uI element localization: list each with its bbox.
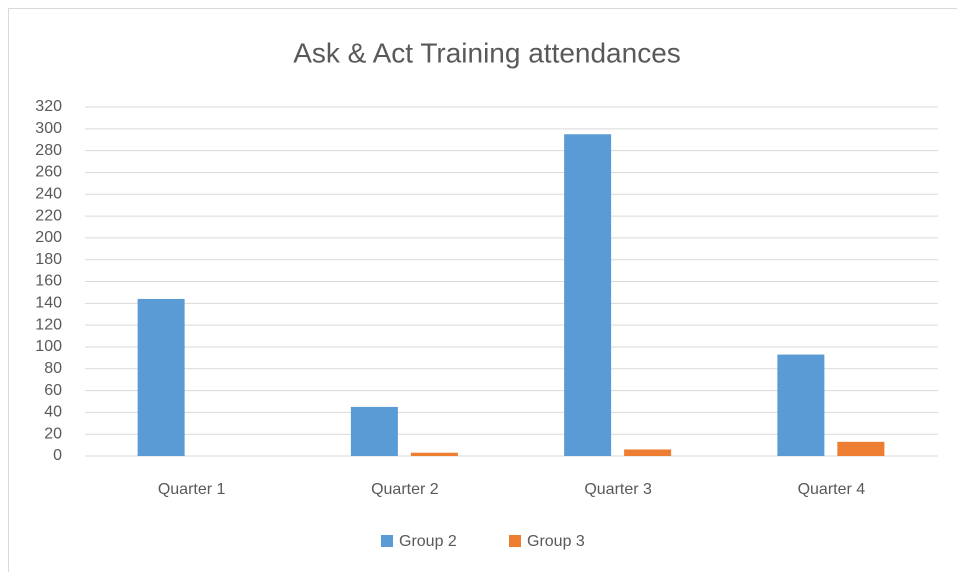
bar <box>777 354 825 456</box>
y-tick-label: 100 <box>35 338 62 355</box>
bar <box>564 134 612 456</box>
y-tick-label: 300 <box>35 120 62 137</box>
bar <box>837 441 885 456</box>
x-tick-label: Quarter 3 <box>584 481 652 498</box>
legend-label: Group 2 <box>399 533 457 550</box>
x-tick-label: Quarter 4 <box>798 481 866 498</box>
y-tick-label: 220 <box>35 207 62 224</box>
y-tick-label: 40 <box>44 404 62 421</box>
y-tick-label: 240 <box>35 185 62 202</box>
bar <box>137 298 185 456</box>
legend-swatch <box>381 535 393 547</box>
legend-swatch <box>509 535 521 547</box>
bar <box>624 449 672 456</box>
x-tick-label: Quarter 1 <box>158 481 226 498</box>
y-tick-label: 200 <box>35 229 62 246</box>
y-tick-label: 320 <box>35 98 62 115</box>
y-tick-label: 140 <box>35 295 62 312</box>
y-tick-label: 280 <box>35 142 62 159</box>
y-tick-label: 160 <box>35 273 62 290</box>
bar <box>350 406 398 456</box>
legend-label: Group 3 <box>527 533 585 550</box>
x-tick-label: Quarter 2 <box>371 481 439 498</box>
y-tick-label: 80 <box>44 360 62 377</box>
y-tick-label: 180 <box>35 251 62 268</box>
chart-border <box>8 8 957 572</box>
chart-title: Ask & Act Training attendances <box>293 37 681 68</box>
y-tick-label: 120 <box>35 316 62 333</box>
y-tick-label: 60 <box>44 382 62 399</box>
y-tick-label: 260 <box>35 164 62 181</box>
bar <box>410 452 458 456</box>
y-tick-label: 0 <box>53 447 62 464</box>
y-tick-label: 20 <box>44 425 62 442</box>
